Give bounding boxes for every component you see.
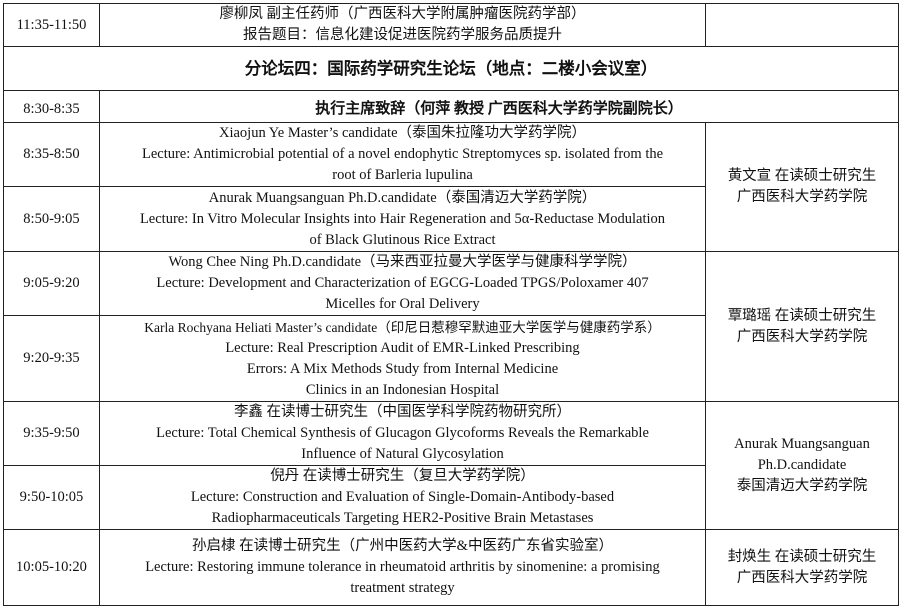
title-line: treatment strategy (350, 580, 455, 596)
talk-cell: Karla Rochyana Heliati Master’s candidat… (99, 315, 706, 402)
time-cell: 9:35-9:50 (3, 401, 100, 466)
time-cell: 9:05-9:20 (3, 251, 100, 316)
host-cell: 覃璐瑶 在读硕士研究生 广西医科大学药学院 (705, 251, 899, 402)
table-row: 9:05-9:20 Wong Chee Ning Ph.D.candidate（… (3, 251, 899, 402)
table-row: 9:50-10:05 倪丹 在读博士研究生（复旦大学药学院） Lecture: … (3, 465, 899, 530)
title-line: root of Barleria lupulina (332, 167, 473, 183)
time-cell: 9:20-9:35 (3, 315, 100, 402)
table-row: 11:35-11:50 廖柳凤 副主任药师（广西医科大学附属肿瘤医院药学部） 报… (3, 3, 899, 47)
title-line: Lecture: Development and Characterizatio… (156, 275, 649, 291)
table-row: 9:20-9:35 Karla Rochyana Heliati Master’… (3, 315, 899, 402)
host-line: 覃璐瑶 在读硕士研究生 (727, 307, 877, 324)
host-cell (705, 3, 899, 47)
speaker-line: 孙启棣 在读博士研究生（广州中医药大学&中医药广东省实验室） (192, 538, 613, 554)
talk-cell: 廖柳凤 副主任药师（广西医科大学附属肿瘤医院药学部） 报告题目：信息化建设促进医… (99, 3, 706, 47)
speaker-line: 倪丹 在读博士研究生（复旦大学药学院） (270, 468, 535, 484)
title-line: Lecture: Construction and Evaluation of … (190, 489, 615, 505)
title-line: 报告题目：信息化建设促进医院药学服务品质提升 (243, 27, 562, 43)
host-line: 黄文宣 在读硕士研究生 (727, 168, 877, 184)
host-line: Ph.D.candidate (757, 457, 847, 473)
speaker-line: Karla Rochyana Heliati Master’s candidat… (144, 319, 661, 335)
title-line: Lecture: Real Prescription Audit of EMR-… (225, 339, 580, 356)
title-line: Influence of Natural Glycosylation (301, 446, 504, 462)
speaker-line: Xiaojun Ye Master’s candidate（泰国朱拉隆功大学药学… (218, 125, 587, 141)
host-line: 广西医科大学药学院 (736, 328, 868, 345)
speaker-line: 廖柳凤 副主任药师（广西医科大学附属肿瘤医院药学部） (219, 6, 586, 22)
schedule-table: 11:35-11:50 廖柳凤 副主任药师（广西医科大学附属肿瘤医院药学部） 报… (3, 3, 899, 606)
section-title: 分论坛四：国际药学研究生论坛（地点：二楼小会议室） (3, 46, 899, 91)
time-cell: 8:30-8:35 (3, 90, 100, 123)
section-row: 分论坛四：国际药学研究生论坛（地点：二楼小会议室） (3, 46, 899, 91)
title-line: Micelles for Oral Delivery (325, 296, 480, 312)
speaker-line: Anurak Muangsanguan Ph.D.candidate（泰国清迈大… (208, 189, 597, 206)
host-line: 泰国清迈大学药学院 (736, 478, 868, 494)
time-cell: 9:50-10:05 (3, 465, 100, 530)
table-row: 8:50-9:05 Anurak Muangsanguan Ph.D.candi… (3, 186, 899, 252)
title-line: Lecture: Restoring immune tolerance in r… (145, 559, 660, 575)
host-cell: 黄文宣 在读硕士研究生 广西医科大学药学院 (705, 122, 899, 252)
speaker-line: Wong Chee Ning Ph.D.candidate（马来西亚拉曼大学医学… (168, 254, 637, 270)
table-row: 10:05-10:20 孙启棣 在读博士研究生（广州中医药大学&中医药广东省实验… (3, 529, 899, 606)
talk-cell: Xiaojun Ye Master’s candidate（泰国朱拉隆功大学药学… (99, 122, 706, 187)
talk-cell: Anurak Muangsanguan Ph.D.candidate（泰国清迈大… (99, 186, 706, 252)
talk-cell: 孙启棣 在读博士研究生（广州中医药大学&中医药广东省实验室） Lecture: … (99, 529, 706, 606)
talk-cell: 李鑫 在读博士研究生（中国医学科学院药物研究所） Lecture: Total … (99, 401, 706, 466)
title-line: Lecture: In Vitro Molecular Insights int… (139, 210, 666, 227)
title-line: Lecture: Antimicrobial potential of a no… (141, 146, 664, 162)
title-line: Errors: A Mix Methods Study from Interna… (246, 360, 559, 377)
speaker-line: 李鑫 在读博士研究生（中国医学科学院药物研究所） (233, 404, 572, 420)
opening-cell: 执行主席致辞（何萍 教授 广西医科大学药学院副院长） (99, 90, 899, 123)
table-row: 8:35-8:50 Xiaojun Ye Master’s candidate（… (3, 122, 899, 252)
host-cell: Anurak Muangsanguan Ph.D.candidate 泰国清迈大… (705, 401, 899, 530)
time-cell: 10:05-10:20 (3, 529, 100, 606)
host-line: Anurak Muangsanguan (734, 436, 870, 452)
time-cell: 11:35-11:50 (3, 3, 100, 47)
title-line: Lecture: Total Chemical Synthesis of Glu… (156, 425, 649, 441)
time-cell: 8:50-9:05 (3, 186, 100, 252)
host-line: 广西医科大学药学院 (736, 189, 868, 205)
title-line: Clinics in an Indonesian Hospital (305, 381, 500, 398)
talk-cell: 倪丹 在读博士研究生（复旦大学药学院） Lecture: Constructio… (99, 465, 706, 530)
time-cell: 8:35-8:50 (3, 122, 100, 187)
host-line: 广西医科大学药学院 (736, 569, 868, 586)
table-row: 8:30-8:35 执行主席致辞（何萍 教授 广西医科大学药学院副院长） (3, 90, 899, 123)
talk-cell: Wong Chee Ning Ph.D.candidate（马来西亚拉曼大学医学… (99, 251, 706, 316)
title-line: Radiopharmaceuticals Targeting HER2-Posi… (211, 510, 594, 526)
title-line: of Black Glutinous Rice Extract (309, 231, 496, 248)
host-cell: 封焕生 在读硕士研究生 广西医科大学药学院 (705, 529, 899, 606)
host-line: 封焕生 在读硕士研究生 (727, 548, 877, 565)
table-row: 9:35-9:50 李鑫 在读博士研究生（中国医学科学院药物研究所） Lectu… (3, 401, 899, 530)
